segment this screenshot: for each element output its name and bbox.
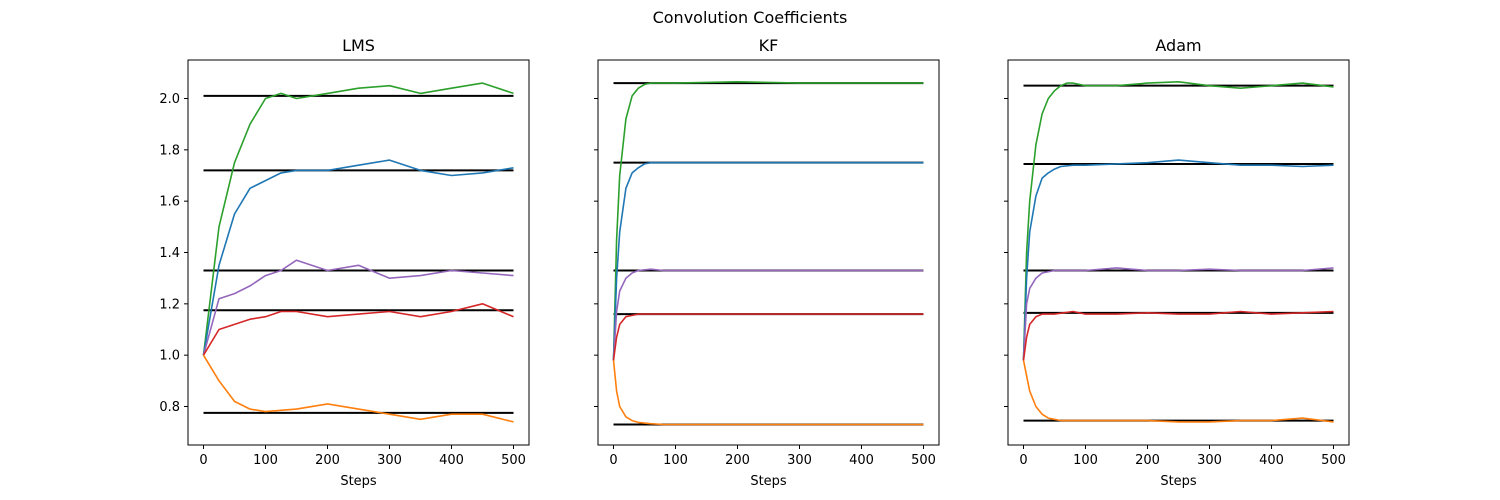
x-tick-label: 300 bbox=[377, 453, 402, 468]
series-line-purple bbox=[202, 259, 514, 356]
panel-title: KF bbox=[759, 36, 779, 55]
series-line-red bbox=[202, 303, 514, 356]
y-tick-label: 1.6 bbox=[159, 195, 180, 210]
figure-title: Convolution Coefficients bbox=[653, 8, 848, 27]
series-line-orange bbox=[202, 354, 514, 423]
x-tick-label: 400 bbox=[1259, 453, 1284, 468]
x-tick-label: 400 bbox=[439, 453, 464, 468]
y-tick-label: 1.2 bbox=[159, 297, 180, 312]
series-line-green bbox=[1022, 81, 1334, 361]
y-tick-label: 1.8 bbox=[159, 143, 180, 158]
series-line-blue bbox=[612, 161, 924, 361]
x-axis-label: Steps bbox=[340, 474, 377, 489]
panel-title: LMS bbox=[342, 36, 375, 55]
series-line-purple bbox=[1022, 267, 1334, 361]
x-tick-label: 100 bbox=[1073, 453, 1098, 468]
x-tick-label: 0 bbox=[199, 453, 207, 468]
x-tick-label: 0 bbox=[1019, 453, 1027, 468]
panel-title: Adam bbox=[1155, 36, 1201, 55]
x-tick-label: 300 bbox=[787, 453, 812, 468]
x-tick-label: 300 bbox=[1197, 453, 1222, 468]
series-line-green bbox=[612, 81, 924, 361]
x-tick-label: 500 bbox=[1321, 453, 1346, 468]
y-tick-label: 0.8 bbox=[159, 400, 180, 415]
series-line-green bbox=[202, 82, 514, 356]
panel-kf: KF Steps 0 100 200 300 400 500 bbox=[594, 36, 940, 489]
series-line-orange bbox=[1022, 360, 1334, 423]
x-tick-label: 500 bbox=[501, 453, 526, 468]
x-tick-label: 100 bbox=[253, 453, 278, 468]
x-axis-label: Steps bbox=[750, 474, 787, 489]
series-line-red bbox=[1022, 310, 1334, 361]
x-tick-label: 500 bbox=[911, 453, 936, 468]
x-tick-label: 0 bbox=[609, 453, 617, 468]
x-tick-label: 400 bbox=[849, 453, 874, 468]
panel-lms: LMS Steps 0 100 200 300 400 500 0.8 1.0 1.2 1.4 1.… bbox=[159, 36, 530, 489]
x-tick-label: 200 bbox=[315, 453, 340, 468]
series-line-blue bbox=[202, 159, 514, 356]
y-tick-label: 1.4 bbox=[159, 246, 180, 261]
series-line-purple bbox=[612, 268, 924, 361]
series-line-blue bbox=[1022, 159, 1334, 361]
series-line-red bbox=[612, 313, 924, 361]
x-axis-label: Steps bbox=[1160, 474, 1197, 489]
x-tick-label: 200 bbox=[1135, 453, 1160, 468]
y-tick-label: 1.0 bbox=[159, 349, 180, 364]
series-line-orange bbox=[612, 360, 924, 426]
panel-adam: Adam Steps 0 100 200 300 400 500 bbox=[1004, 36, 1350, 489]
y-tick-label: 2.0 bbox=[159, 92, 180, 107]
x-tick-label: 100 bbox=[663, 453, 688, 468]
x-tick-label: 200 bbox=[725, 453, 750, 468]
